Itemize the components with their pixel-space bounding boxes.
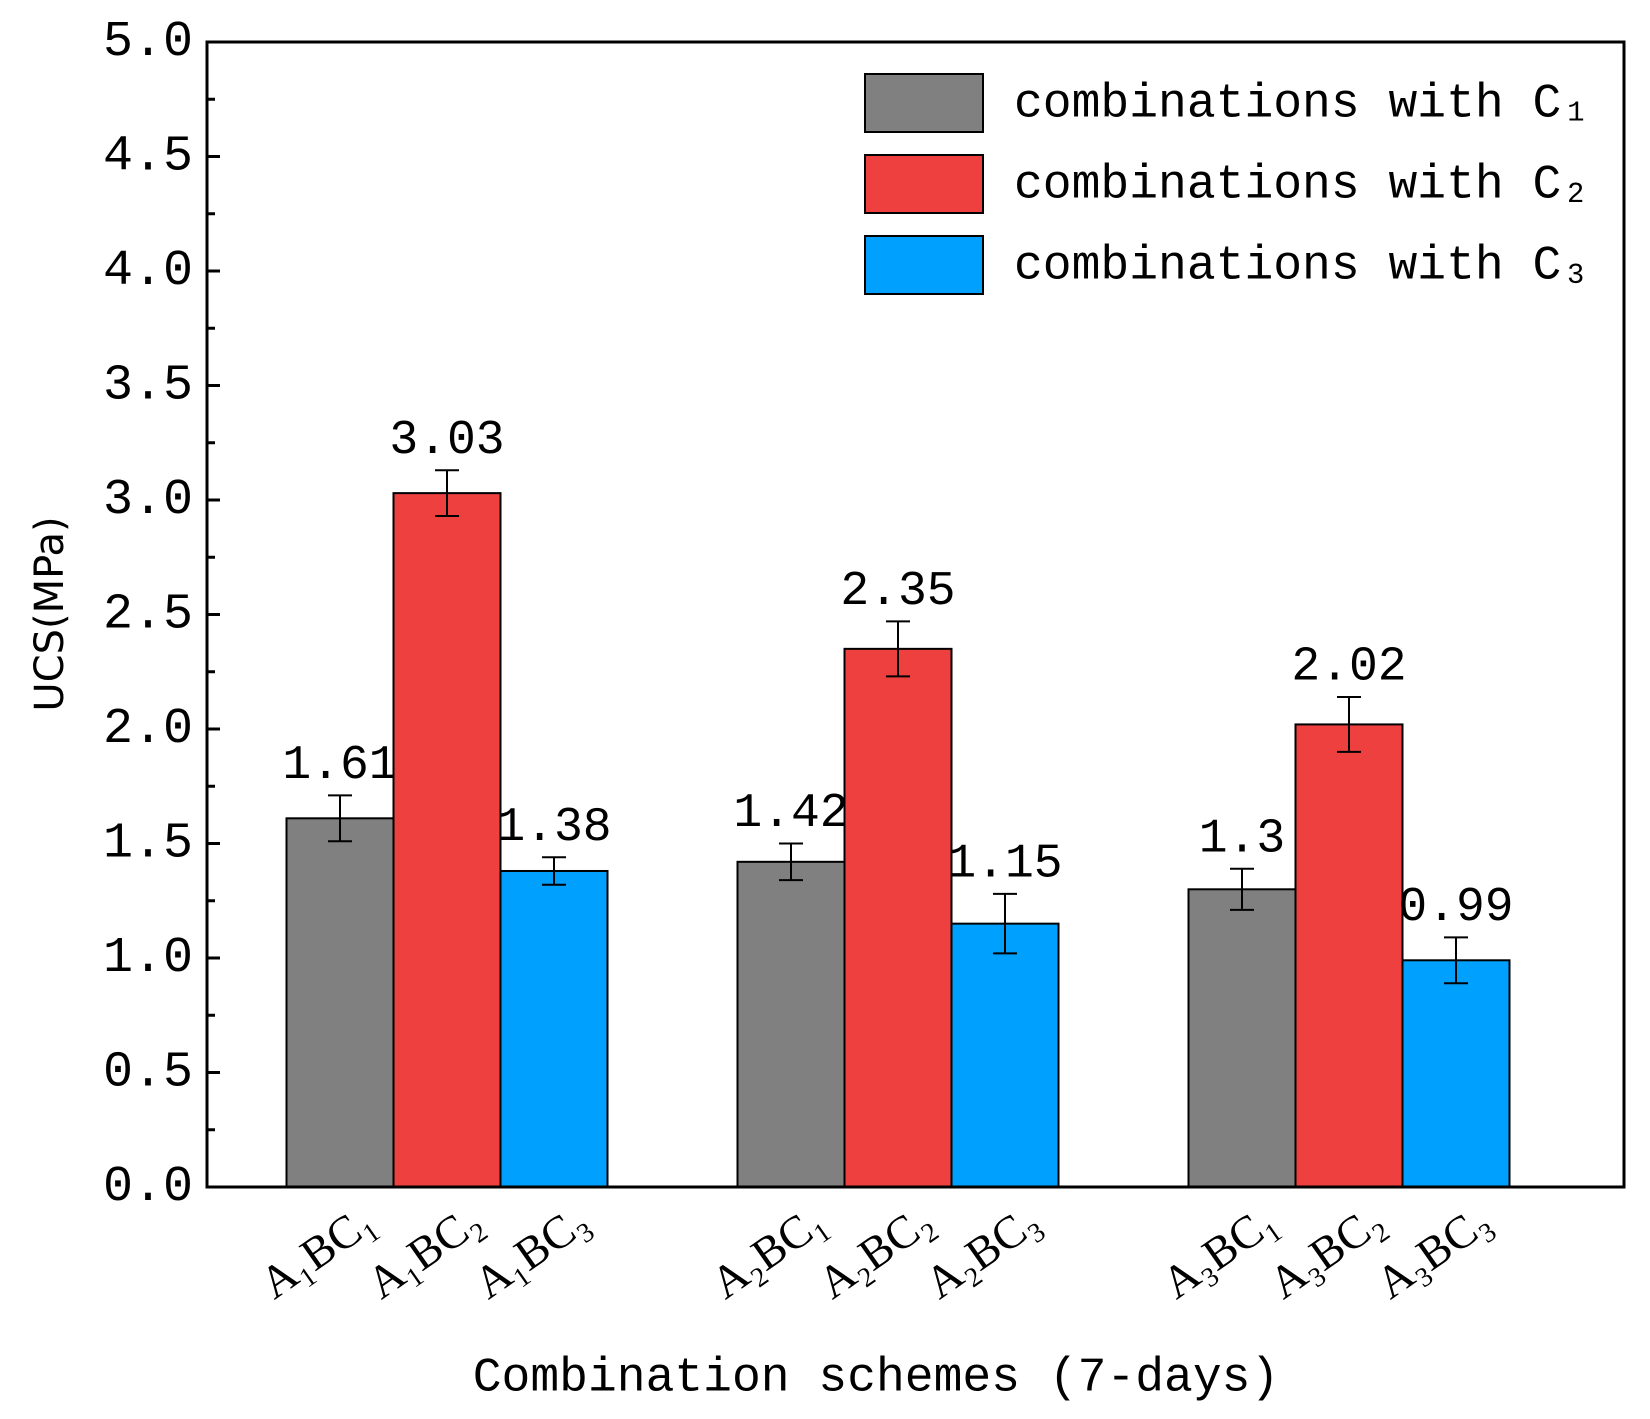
y-tick-label: 2.0 (103, 701, 193, 758)
y-tick-label: 2.5 (103, 587, 193, 644)
y-tick-label: 1.0 (103, 930, 193, 987)
bar (285, 817, 395, 1188)
data-label: 1.42 (733, 787, 848, 841)
data-label: 1.3 (1199, 812, 1285, 866)
error-bar (779, 842, 803, 882)
data-label: 1.15 (947, 838, 1062, 892)
x-tick-label: A₁BC₂ (358, 1194, 491, 1308)
bar (950, 922, 1060, 1189)
error-bar (542, 856, 566, 886)
bar (392, 492, 502, 1188)
bar (1294, 723, 1404, 1188)
x-tick-label: A₂BC₃ (916, 1194, 1049, 1308)
y-axis-label: UCS(MPa) (27, 516, 73, 711)
x-tick-label: A₂BC₁ (702, 1194, 835, 1308)
y-tick-label: 5.0 (103, 14, 193, 71)
legend-swatch (864, 235, 984, 295)
data-label: 0.99 (1398, 881, 1513, 935)
bar (843, 647, 953, 1188)
x-tick-label: A₂BC₂ (809, 1194, 942, 1308)
error-bar (886, 620, 910, 678)
y-tick-label: 0.5 (103, 1045, 193, 1102)
x-tick-label: A₁BC₃ (465, 1194, 598, 1308)
y-tick-label: 3.0 (103, 472, 193, 529)
error-bar (1230, 867, 1254, 911)
x-tick-label: A₁BC₁ (251, 1194, 384, 1308)
error-bar (1444, 936, 1468, 985)
y-tick-label: 4.5 (103, 129, 193, 186)
x-axis-label: Combination schemes (7-days) (473, 1352, 1280, 1406)
data-label: 1.61 (282, 739, 397, 793)
x-tick-label: A₃BC₂ (1260, 1194, 1393, 1308)
data-label: 1.38 (496, 801, 611, 855)
x-tick-label: A₃BC₃ (1367, 1194, 1500, 1308)
legend-swatch (864, 154, 984, 214)
y-tick-label: 3.5 (103, 358, 193, 415)
bar (1401, 959, 1511, 1188)
legend-swatch (864, 73, 984, 133)
y-tick-label: 0.0 (103, 1159, 193, 1216)
legend-label: combinations with C₂ (1014, 159, 1590, 213)
data-label: 3.03 (389, 414, 504, 468)
error-bar (993, 892, 1017, 955)
data-label: 2.35 (840, 565, 955, 619)
bar (499, 869, 609, 1188)
legend-label: combinations with C₃ (1014, 240, 1590, 294)
y-tick-label: 1.5 (103, 816, 193, 873)
data-label: 2.02 (1291, 641, 1406, 695)
error-bar (435, 469, 459, 518)
plot-frame (205, 40, 1626, 1189)
y-tick-label: 4.0 (103, 243, 193, 300)
error-bar (1337, 695, 1361, 753)
x-tick-label: A₃BC₁ (1153, 1194, 1286, 1308)
bar (736, 860, 846, 1188)
error-bar (328, 794, 352, 843)
legend-label: combinations with C₁ (1014, 78, 1590, 132)
bar (1187, 888, 1297, 1188)
